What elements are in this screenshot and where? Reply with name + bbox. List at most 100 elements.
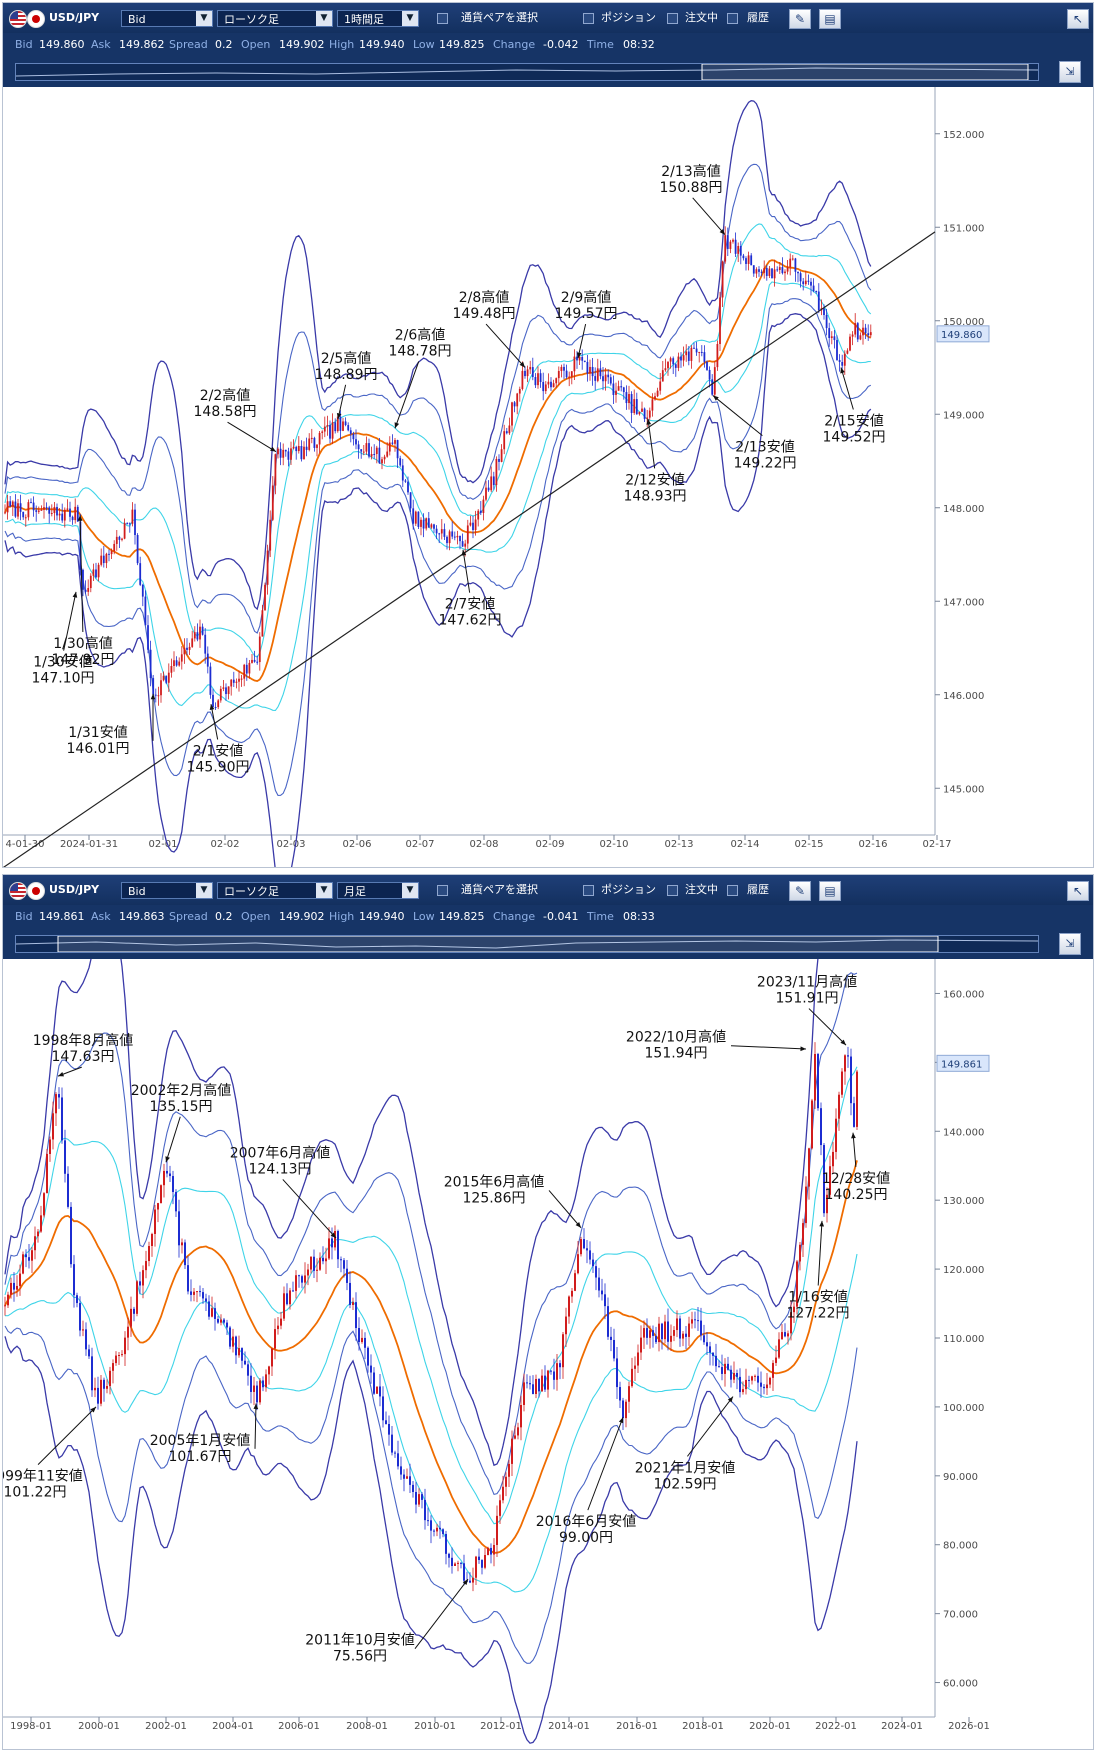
candle-body <box>35 510 38 512</box>
candle-body <box>28 1257 30 1261</box>
navigator-scroll-track[interactable] <box>15 935 1039 953</box>
annotation-line: 2005年1月安値 <box>150 1433 251 1449</box>
candle-body <box>289 1290 291 1305</box>
annotation-label: 2/6高値 148.78円 <box>389 326 452 359</box>
y-tick-label: 152.000 <box>943 130 984 141</box>
candle-body <box>223 1319 225 1323</box>
navigator-scroll-track[interactable] <box>15 63 1039 81</box>
candle-body <box>277 448 279 455</box>
candle-body <box>559 1363 561 1368</box>
us-flag-icon <box>9 10 27 28</box>
hourly-chart-svg[interactable]: 152.000 151.000 150.000 149.000 148.000 147.0… <box>3 87 1093 867</box>
candle-body <box>484 1554 486 1568</box>
window-settings-icon[interactable]: ▤ <box>819 881 841 901</box>
candle-body <box>58 1094 60 1098</box>
candle-body <box>709 1346 711 1353</box>
fit-chart-icon[interactable]: ⇲ <box>1059 61 1081 83</box>
candle-body <box>658 1323 660 1343</box>
current-price-label: 149.860 <box>941 330 982 341</box>
drawing-tools-icon[interactable]: ✎ <box>789 881 811 901</box>
candle-body <box>460 1562 462 1564</box>
candle-body <box>638 411 641 415</box>
window-settings-icon[interactable]: ▤ <box>819 9 841 29</box>
candle-body <box>271 1348 273 1367</box>
candle-body <box>56 506 58 516</box>
candle-body <box>409 1476 411 1485</box>
candle-body <box>672 358 675 365</box>
position-checkbox[interactable] <box>583 885 594 896</box>
candle-body <box>269 519 272 551</box>
position-checkbox[interactable] <box>583 13 594 24</box>
collapse-icon[interactable]: ↖ <box>1067 881 1089 901</box>
candle-body <box>318 432 321 445</box>
candle-body <box>691 1319 693 1324</box>
candle-body <box>730 1369 732 1380</box>
candle-body <box>124 1337 126 1355</box>
price-type-select[interactable]: Bid ▼ <box>121 10 213 27</box>
candle-body <box>791 258 794 260</box>
candle-body <box>27 502 30 518</box>
candle-body <box>425 518 428 529</box>
history-checkbox[interactable] <box>727 885 738 896</box>
history-checkbox[interactable] <box>727 13 738 24</box>
x-tick-label: 02-14 <box>730 839 759 850</box>
quote-bar: Bid 149.861 Ask 149.863 Spread 0.2 Open … <box>3 905 1093 929</box>
candle-body <box>196 632 199 640</box>
candle-body <box>763 267 766 273</box>
timeframe-select[interactable]: 1時間足 ▼ <box>337 10 419 27</box>
candle-body <box>649 1330 651 1338</box>
candle-body <box>88 1349 90 1357</box>
candle-body <box>652 1330 654 1336</box>
annotation-arrow <box>462 549 471 593</box>
x-tick-label: 02-15 <box>794 839 823 850</box>
candle-body <box>118 536 121 540</box>
fit-chart-icon[interactable]: ⇲ <box>1059 933 1081 955</box>
chart-type-select[interactable]: ローソク足 ▼ <box>217 882 333 899</box>
candle-body <box>766 1384 768 1389</box>
candle-body <box>433 524 435 529</box>
pair-select-label: 通貨ペアを選択 <box>461 883 538 896</box>
candle-body <box>607 1306 609 1337</box>
price-type-select[interactable]: Bid ▼ <box>121 882 213 899</box>
timeframe-select[interactable]: 月足 ▼ <box>337 882 419 899</box>
annotation-arrowhead <box>575 1222 581 1228</box>
currency-pair-label[interactable]: USD/JPY <box>49 883 100 896</box>
candle-body <box>613 1339 615 1359</box>
orders-checkbox[interactable] <box>667 13 678 24</box>
candle-body <box>108 553 110 555</box>
candle-body <box>648 410 651 418</box>
orders-checkbox[interactable] <box>667 885 678 896</box>
currency-pair-label[interactable]: USD/JPY <box>49 11 100 24</box>
annotation-arrowhead <box>840 367 845 374</box>
candle-body <box>769 1377 771 1385</box>
annotation-line: 2015年6月高値 <box>444 1173 545 1190</box>
candle-body <box>440 529 443 534</box>
annotation-arrow <box>647 418 656 469</box>
candle-body <box>217 1318 219 1323</box>
monthly-chart-svg[interactable]: 160.000150.000140.000130.000120.000110.0… <box>3 959 1093 1749</box>
candle-body <box>594 376 597 381</box>
candle-body <box>243 664 246 679</box>
candle-body <box>97 564 100 578</box>
annotation-arrowhead <box>209 704 215 710</box>
candle-body <box>303 446 305 460</box>
chart-type-select[interactable]: ローソク足 ▼ <box>217 10 333 27</box>
annotation-arrow <box>840 367 854 410</box>
pair-select-checkbox[interactable] <box>437 885 448 896</box>
annotation-arrowhead <box>336 413 342 419</box>
x-tick-label: 2016-01 <box>616 1721 658 1732</box>
pair-select-checkbox[interactable] <box>437 13 448 24</box>
candle-body <box>308 438 311 450</box>
annotation-line: 2/2高値 <box>200 387 251 404</box>
candle-body <box>599 368 602 377</box>
collapse-icon[interactable]: ↖ <box>1067 9 1089 29</box>
candle-body <box>110 551 113 555</box>
candle-body <box>73 1264 75 1296</box>
candle-body <box>235 1336 237 1356</box>
drawing-tools-icon[interactable]: ✎ <box>789 9 811 29</box>
candle-body <box>862 327 864 336</box>
candle-body <box>430 524 433 528</box>
candle-body <box>849 336 851 351</box>
candle-body <box>175 660 178 666</box>
candle-body <box>667 1321 669 1342</box>
